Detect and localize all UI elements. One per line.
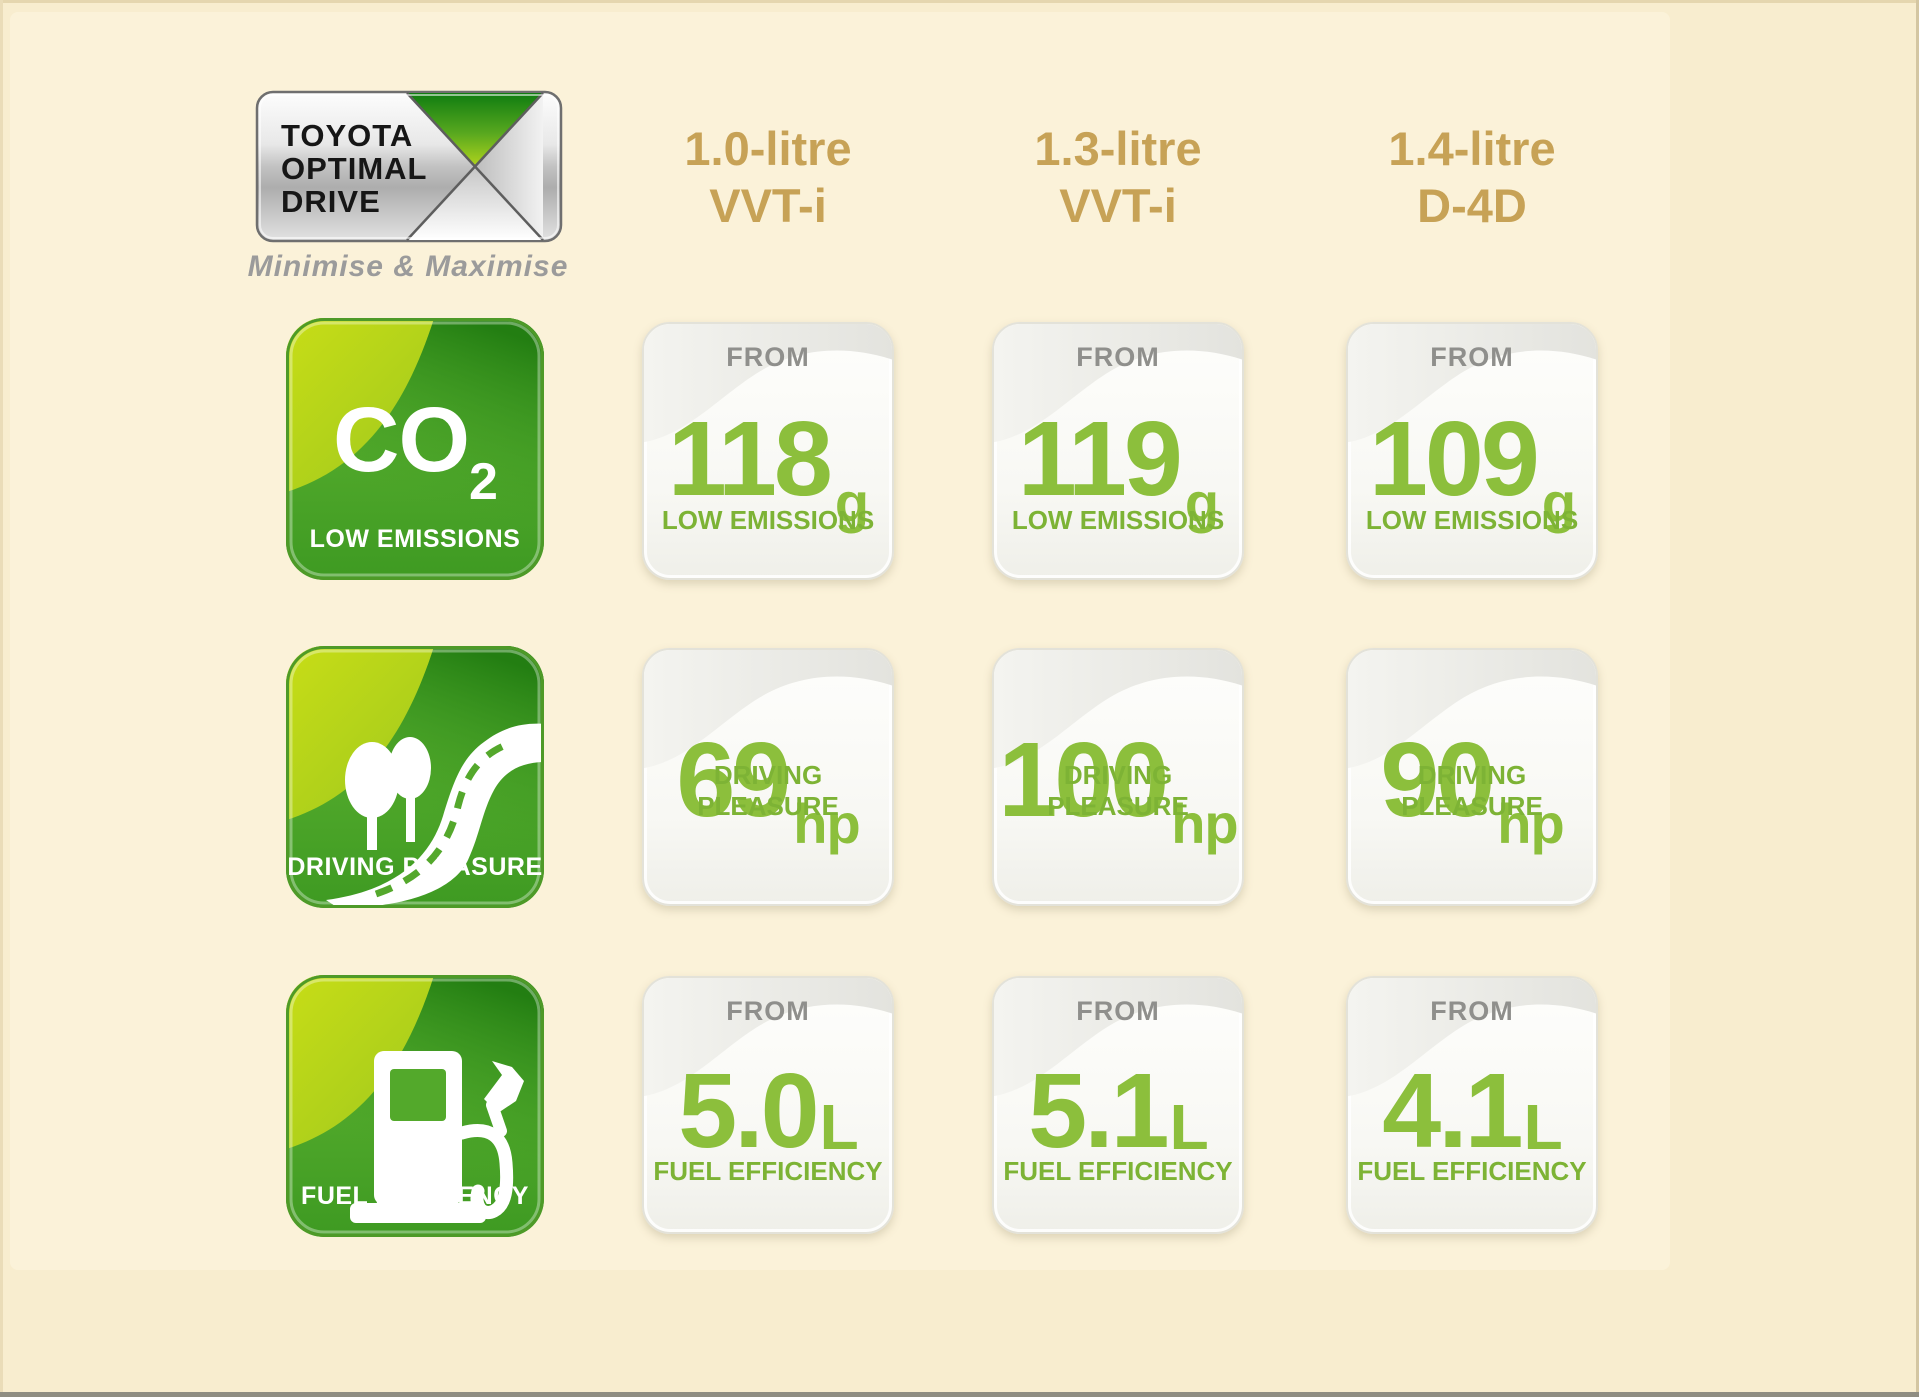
power-card-1-3-litre: 100hp DRIVING PLEASURE (992, 648, 1244, 906)
power-card-1-4-litre: 90hp DRIVING PLEASURE (1346, 648, 1598, 906)
winding-road-graphic (326, 723, 544, 908)
fuel-efficiency-icon: FUEL EFFICIENCY (286, 975, 544, 1237)
emissions-card-1-0-litre: FROM 118g CO2 per km LOW EMISSIONS (642, 322, 894, 580)
engine-name: 1.4-litre (1388, 122, 1556, 175)
from-label: FROM (726, 996, 810, 1026)
from-label: FROM (1430, 996, 1514, 1026)
card-wave-decoration (644, 650, 892, 769)
green-badge-background (286, 318, 544, 580)
power-value: 90hp (1380, 721, 1564, 855)
card-label: LOW EMISSIONS (1365, 505, 1579, 535)
engine-type: D-4D (1417, 179, 1527, 232)
page-edge-left (0, 0, 3, 1397)
page-edge-top (0, 0, 1919, 3)
card-label: LOW EMISSIONS (661, 505, 875, 535)
logo-line2: OPTIMAL (281, 151, 428, 186)
page-edge-bottom (0, 1392, 1919, 1397)
card-wave-decoration (994, 978, 1242, 1097)
fuel-value: 4.1L (1382, 1052, 1562, 1170)
green-badge-background (286, 975, 544, 1237)
column-header-1-0-litre: 1.0-litre VVT-i (608, 120, 928, 234)
co2-low-emissions-icon: CO2 LOW EMISSIONS (286, 318, 544, 580)
card-label: FUEL EFFICIENCY (1357, 1156, 1587, 1186)
icon-label: LOW EMISSIONS (309, 525, 521, 553)
emissions-value: 109g (1368, 400, 1576, 534)
from-label: FROM (1076, 996, 1160, 1026)
engine-type: VVT-i (1059, 179, 1177, 232)
column-header-1-3-litre: 1.3-litre VVT-i (958, 120, 1278, 234)
icon-label: DRIVING PLEASURE (287, 853, 543, 881)
card-wave-decoration (994, 650, 1242, 769)
card-wave-decoration (994, 324, 1242, 443)
card-wave-decoration (1348, 324, 1596, 443)
toyota-optimal-drive-logo: TOYOTA OPTIMAL DRIVE (255, 90, 563, 243)
column-header-1-4-litre: 1.4-litre D-4D (1312, 120, 1632, 234)
driving-pleasure-icon: DRIVING PLEASURE (286, 646, 544, 908)
fuel-value: 5.0L (678, 1052, 858, 1170)
engine-type: VVT-i (709, 179, 827, 232)
from-label: FROM (1076, 342, 1160, 372)
power-value: 100hp (998, 721, 1238, 855)
card-label: FUEL EFFICIENCY (653, 1156, 883, 1186)
fuel-card-1-4-litre: FROM 4.1L per 100km FUEL EFFICIENCY (1346, 976, 1598, 1234)
card-wave-decoration (1348, 978, 1596, 1097)
engine-name: 1.3-litre (1034, 122, 1202, 175)
green-badge-background (286, 646, 544, 908)
card-label: FUEL EFFICIENCY (1003, 1156, 1233, 1186)
fuel-card-1-3-litre: FROM 5.1L per 100km FUEL EFFICIENCY (992, 976, 1244, 1234)
card-label: DRIVING PLEASURE (697, 760, 839, 821)
emissions-card-1-3-litre: FROM 119g CO2 per km LOW EMISSIONS (992, 322, 1244, 580)
emissions-value: 119g (1017, 400, 1219, 534)
power-value: 69hp (676, 721, 860, 855)
from-label: FROM (726, 342, 810, 372)
card-label: DRIVING PLEASURE (1047, 760, 1189, 821)
power-card-1-0-litre: 69hp DRIVING PLEASURE (642, 648, 894, 906)
from-label: FROM (1430, 342, 1514, 372)
logo-tagline: Minimise & Maximise (247, 250, 569, 283)
co2-text: CO2 (333, 389, 498, 511)
emissions-value: 118g (667, 400, 869, 534)
card-wave-decoration (644, 978, 892, 1097)
card-wave-decoration (1348, 650, 1596, 769)
card-wave-decoration (644, 324, 892, 443)
fuel-pump-graphic (350, 1051, 524, 1223)
emissions-card-1-4-litre: FROM 109g CO2 per km LOW EMISSIONS (1346, 322, 1598, 580)
page-edge-right (1916, 0, 1919, 1397)
icon-label: FUEL EFFICIENCY (301, 1182, 529, 1210)
card-label: LOW EMISSIONS (1011, 505, 1225, 535)
logo-line3: DRIVE (281, 184, 381, 219)
logo-line1: TOYOTA (281, 118, 413, 153)
card-label: DRIVING PLEASURE (1401, 760, 1543, 821)
fuel-value: 5.1L (1028, 1052, 1208, 1170)
fuel-card-1-0-litre: FROM 5.0L per 100km FUEL EFFICIENCY (642, 976, 894, 1234)
engine-name: 1.0-litre (684, 122, 852, 175)
